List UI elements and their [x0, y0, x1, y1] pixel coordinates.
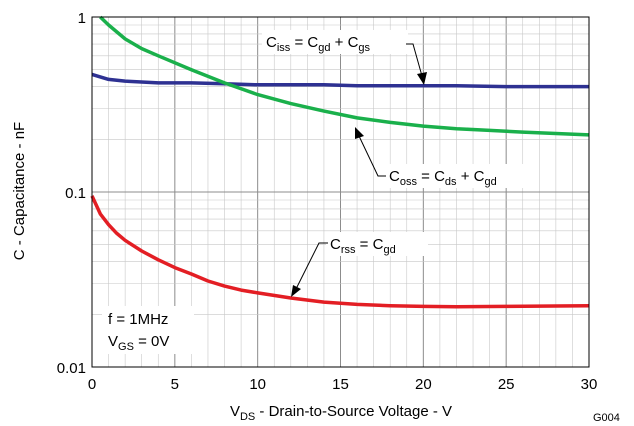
coss-arrowhead: [355, 127, 364, 139]
crss-line: [90, 195, 590, 309]
crss-arrowhead: [291, 285, 301, 297]
series-lines: [90, 15, 590, 309]
y-axis-title: C - Capacitance - nF: [11, 122, 28, 260]
ciss-arrowhead: [417, 72, 427, 85]
x-tick-label: 5: [171, 376, 179, 393]
crss-label-t1: gd: [383, 244, 395, 256]
x-axis-title-rest: - Drain-to-Source Voltage - V: [255, 403, 452, 420]
ciss-label-t1: gd: [318, 42, 330, 54]
x-tick-label: 25: [498, 376, 515, 393]
y-tick-label: 0.1: [65, 185, 86, 202]
crss-label: Crss = Cgd: [330, 236, 396, 256]
plot-frame: [91, 16, 590, 368]
x-tick-label: 0: [88, 376, 96, 393]
ciss-label-c: C: [266, 34, 277, 51]
x-axis-title: VDS - Drain-to-Source Voltage - V: [230, 403, 452, 423]
x-tick-label: 10: [249, 376, 266, 393]
coss-label-eq: = C: [417, 168, 445, 185]
ciss-label-bg: [262, 30, 408, 54]
x-axis-title-main: V: [230, 403, 240, 420]
y-tick-label: 1: [78, 10, 86, 27]
coss-label-bg: [384, 164, 528, 188]
x-tick-label: 30: [581, 376, 598, 393]
coss-leader: [358, 135, 386, 177]
crss-leader: [295, 242, 328, 290]
coss-label-t1: ds: [445, 176, 457, 188]
x-tick-labels: 0 5 10 15 20 25 30: [88, 376, 598, 393]
coss-label-plus: + C: [457, 168, 485, 185]
ciss-label-plus: + C: [330, 34, 358, 51]
figure-id: G004: [593, 412, 620, 424]
condition-frequency: f = 1MHz: [108, 311, 168, 328]
y-tick-label: 0.01: [57, 360, 86, 377]
ciss-label-csub: iss: [277, 42, 291, 54]
coss-label-t2: gd: [484, 176, 496, 188]
ciss-label: Ciss = Cgd + Cgs: [266, 34, 371, 54]
ciss-leader: [406, 43, 423, 77]
ciss-annotation: Ciss = Cgd + Cgs: [262, 30, 427, 85]
condition-vgs-sub: GS: [118, 341, 134, 353]
condition-vgs-main: V: [108, 333, 118, 350]
ciss-label-t2: gs: [358, 42, 370, 54]
coss-label-csub: oss: [400, 176, 418, 188]
y-tick-labels: 0.01 0.1 1: [57, 10, 86, 377]
condition-vgs: VGS = 0V: [108, 333, 169, 353]
coss-line: [99, 15, 590, 137]
conditions-box: [102, 306, 194, 354]
crss-label-csub: rss: [341, 244, 356, 256]
crss-label-eq: = C: [356, 236, 384, 253]
coss-annotation: Coss = Cds + Cgd: [355, 127, 528, 188]
crss-label-c: C: [330, 236, 341, 253]
crss-label-bg: [326, 232, 428, 256]
x-tick-label: 20: [415, 376, 432, 393]
x-axis-title-sub: DS: [240, 411, 255, 423]
ciss-line: [91, 72, 589, 89]
ciss-label-eq: = C: [290, 34, 318, 51]
crss-annotation: Crss = Cgd: [291, 232, 428, 297]
condition-vgs-rest: = 0V: [134, 333, 169, 350]
coss-label: Coss = Cds + Cgd: [389, 168, 497, 188]
coss-label-c: C: [389, 168, 400, 185]
x-tick-label: 15: [332, 376, 349, 393]
